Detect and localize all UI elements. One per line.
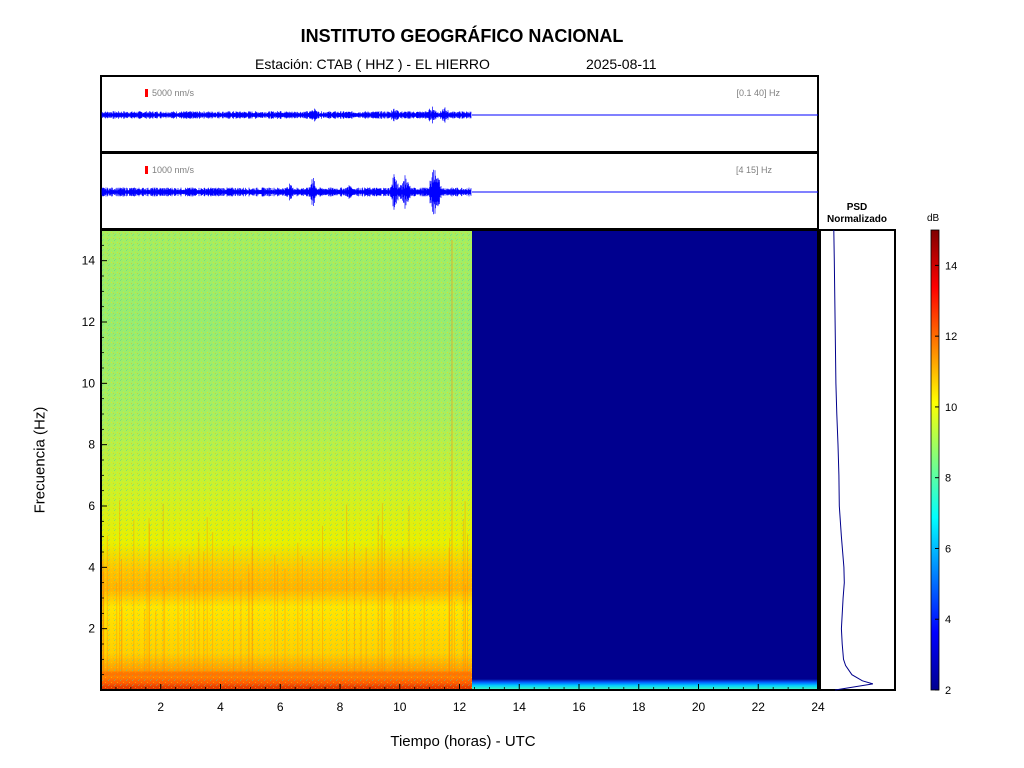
seismogram-trace-broadband bbox=[101, 106, 472, 124]
y-axis-ticks: 2 4 6 8 10 12 14 bbox=[82, 244, 107, 676]
colorbar bbox=[930, 229, 940, 691]
x-tick-label: 6 bbox=[277, 700, 284, 714]
trace-path bbox=[101, 169, 472, 215]
x-tick-label: 10 bbox=[393, 700, 407, 714]
x-tick-label: 2 bbox=[157, 700, 164, 714]
colorbar-tick-label: 12 bbox=[945, 331, 957, 343]
colorbar-tick-label: 2 bbox=[945, 685, 951, 697]
psd-title: PSD Normalizado bbox=[826, 202, 887, 225]
spectrogram-noise-texture bbox=[101, 230, 472, 690]
x-tick-label: 16 bbox=[572, 700, 586, 714]
y-tick-label: 12 bbox=[82, 315, 96, 329]
x-tick-label: 4 bbox=[217, 700, 224, 714]
seismogram-trace-filtered bbox=[101, 169, 472, 215]
y-tick-label: 14 bbox=[82, 254, 96, 268]
colorbar-tick-label: 10 bbox=[945, 402, 957, 414]
y-tick-label: 8 bbox=[88, 438, 95, 452]
spectrogram-no-data-region bbox=[472, 230, 818, 690]
x-tick-label: 22 bbox=[752, 700, 766, 714]
colorbar-tick-label: 8 bbox=[945, 473, 951, 485]
scale-label-2: 1000 nm/s bbox=[152, 165, 195, 175]
station-label: Estación: CTAB ( HHZ ) - EL HIERRO bbox=[255, 56, 490, 72]
filter-label-2: [4 15] Hz bbox=[736, 165, 773, 175]
x-axis-ticks: 2 4 6 8 10 12 14 16 18 20 22 24 bbox=[115, 684, 825, 714]
psd-curve bbox=[833, 229, 874, 691]
y-tick-label: 6 bbox=[88, 499, 95, 513]
x-tick-label: 12 bbox=[453, 700, 467, 714]
y-tick-label: 4 bbox=[88, 560, 95, 574]
scale-marker-2 bbox=[145, 166, 148, 174]
x-tick-label: 20 bbox=[692, 700, 706, 714]
scale-marker-1 bbox=[145, 89, 148, 97]
y-tick-label: 2 bbox=[88, 622, 95, 636]
colorbar-unit-label: dB bbox=[927, 213, 940, 224]
y-axis-label: Frecuencia (Hz) bbox=[31, 406, 49, 514]
colorbar-tick-label: 6 bbox=[945, 543, 951, 555]
date-label: 2025-08-11 bbox=[586, 56, 657, 72]
page-title: INSTITUTO GEOGRÁFICO NACIONAL bbox=[300, 26, 624, 46]
x-tick-label: 24 bbox=[811, 700, 825, 714]
x-tick-label: 8 bbox=[337, 700, 344, 714]
x-tick-label: 14 bbox=[513, 700, 527, 714]
y-tick-label: 10 bbox=[82, 376, 96, 390]
spectrogram-low-band bbox=[101, 671, 472, 676]
colorbar-tick-label: 14 bbox=[945, 260, 957, 272]
x-tick-label: 18 bbox=[632, 700, 646, 714]
spectrogram-streaks bbox=[101, 240, 472, 680]
trace-path bbox=[101, 106, 472, 124]
colorbar-tick-label: 4 bbox=[945, 614, 951, 626]
colorbar-ticks: 2 4 6 8 10 12 14 bbox=[935, 260, 957, 697]
filter-label-1: [0.1 40] Hz bbox=[736, 88, 780, 98]
scale-label-1: 5000 nm/s bbox=[152, 88, 195, 98]
x-axis-label: Tiempo (horas) - UTC bbox=[390, 733, 536, 750]
spectrogram-no-data-floor bbox=[472, 679, 818, 690]
psd-panel bbox=[819, 229, 896, 691]
